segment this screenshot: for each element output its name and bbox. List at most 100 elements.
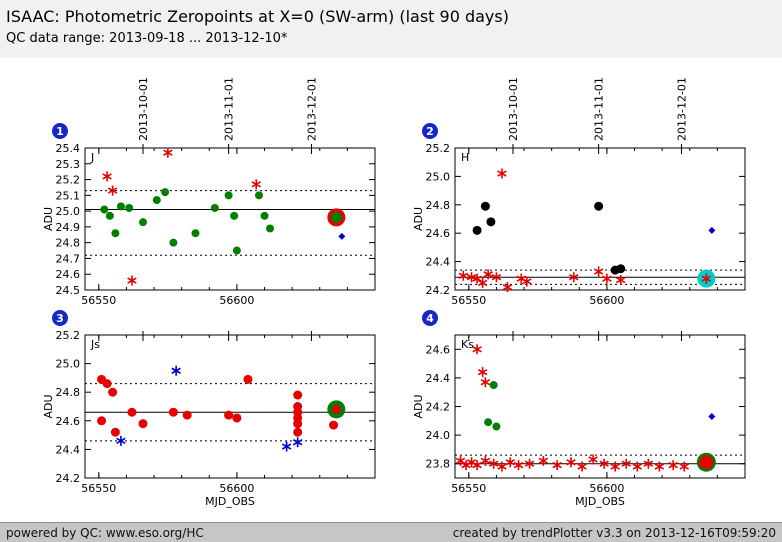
plots-canvas: 56550 5660024.524.624.724.824.925.025.125…: [42, 77, 746, 508]
data-point: [483, 269, 493, 280]
date-tick-label: 2013-12-01: [675, 77, 688, 141]
data-point: [472, 344, 482, 355]
data-point: [502, 282, 513, 293]
data-point: [577, 461, 587, 472]
y-tick-label: 24.8: [56, 386, 81, 399]
data-point: [330, 211, 342, 223]
latest-point: [327, 400, 346, 419]
data-point: [538, 455, 549, 466]
data-point: [329, 420, 339, 430]
data-point: [116, 435, 126, 446]
data-point: [100, 205, 109, 214]
y-axis-label: ADU: [42, 207, 55, 231]
data-point: [102, 171, 112, 182]
data-point: [610, 461, 620, 472]
data-point: [168, 407, 178, 417]
data-point: [472, 225, 482, 235]
plot-frame: [84, 334, 376, 479]
series-blue-diamonds: [338, 232, 346, 240]
plot-panel-J: 56550 56600 24.5 24.6 24.7 24.8 24.9 25.0 25.1 25…: [42, 77, 376, 307]
band-label: Ks: [461, 338, 474, 351]
plot-panel-H: 56550 56600 24.2 24.4 24.6 24.8 25.0 25.2 2013-1…: [412, 77, 746, 307]
data-point: [230, 211, 239, 220]
y-tick-label: 25.3: [56, 158, 81, 171]
band-label: J: [90, 151, 94, 164]
data-point: [125, 203, 134, 212]
y-axis-label: ADU: [42, 394, 55, 418]
y-tick-label: 23.8: [426, 458, 451, 471]
y-tick-label: 24.6: [426, 343, 451, 356]
panel-badge-3[interactable]: 3: [52, 310, 68, 326]
data-point: [566, 457, 576, 468]
panel-badge-2[interactable]: 2: [422, 123, 438, 139]
data-point: [593, 266, 604, 277]
plots-area: 56550 56600 24.5 24.6 24.7 24.8 24.9 25.0 25.1 25…: [0, 58, 782, 522]
x-tick-label: 56600: [589, 482, 624, 495]
data-point: [169, 238, 178, 247]
y-tick-label: 25.2: [426, 142, 451, 155]
y-tick-label: 24.9: [56, 221, 81, 234]
series-blue-asterisks: [116, 365, 303, 452]
data-point: [161, 188, 170, 197]
data-point: [182, 410, 192, 420]
series-black-circles: [472, 201, 626, 275]
data-point: [127, 407, 137, 417]
y-tick-label: 24.0: [426, 429, 451, 442]
data-point: [552, 460, 562, 471]
data-point: [480, 377, 491, 388]
plot-panel-Js: 56550 56600 24.2 24.4 24.6 24.8 25.0 25.2 Js ADU M…: [42, 329, 376, 508]
data-point: [108, 387, 118, 397]
footer-bar: powered by QC: www.eso.org/HC created by…: [0, 522, 782, 542]
series-red-asterisks: [102, 147, 261, 286]
data-point: [489, 381, 498, 390]
data-point: [102, 379, 112, 389]
latest-point: [696, 452, 716, 472]
x-axis-label: MJD_OBS: [575, 495, 625, 508]
panel-badge-1[interactable]: 1: [52, 123, 68, 139]
y-tick-label: 24.2: [56, 472, 81, 485]
data-point: [491, 272, 502, 283]
data-point: [243, 374, 253, 384]
data-point: [472, 460, 482, 471]
y-tick-label: 24.8: [56, 237, 81, 250]
x-tick-label: 56550: [81, 482, 116, 495]
y-tick-label: 24.4: [56, 443, 81, 456]
series-green-circles: [100, 188, 275, 255]
date-tick-label: 2013-11-01: [223, 77, 236, 141]
data-point: [255, 191, 263, 200]
data-point: [477, 367, 488, 378]
x-tick-label: 56550: [81, 294, 116, 307]
data-point: [152, 196, 161, 205]
panel-badge-4[interactable]: 4: [422, 310, 438, 326]
data-point: [599, 458, 609, 469]
data-point: [484, 418, 493, 427]
y-tick-label: 24.4: [426, 372, 451, 385]
data-point: [107, 185, 118, 196]
y-tick-label: 24.6: [56, 415, 81, 428]
y-tick-label: 24.8: [426, 199, 451, 212]
data-point: [293, 390, 303, 400]
data-point: [513, 460, 524, 471]
data-point: [111, 229, 120, 238]
data-point: [127, 275, 137, 286]
data-point: [616, 264, 626, 274]
data-point: [293, 427, 303, 437]
y-tick-label: 25.2: [56, 329, 81, 342]
plot-frame: [84, 147, 376, 291]
date-tick-label: 2013-12-01: [305, 77, 318, 141]
x-tick-label: 56550: [451, 294, 486, 307]
series-red-asterisks: [458, 168, 626, 293]
data-point: [486, 217, 496, 227]
series-red-circles: [97, 374, 339, 437]
date-tick-label: 2013-10-01: [137, 77, 150, 141]
data-point: [708, 413, 716, 421]
x-tick-label: 56600: [219, 294, 254, 307]
date-tick-label: 2013-11-01: [593, 77, 606, 141]
data-point: [191, 229, 200, 238]
data-point: [139, 218, 147, 227]
x-tick-label: 56550: [451, 482, 486, 495]
footer-powered-by: powered by QC: www.eso.org/HC: [6, 525, 204, 540]
data-point: [708, 226, 716, 234]
data-point: [497, 168, 507, 179]
